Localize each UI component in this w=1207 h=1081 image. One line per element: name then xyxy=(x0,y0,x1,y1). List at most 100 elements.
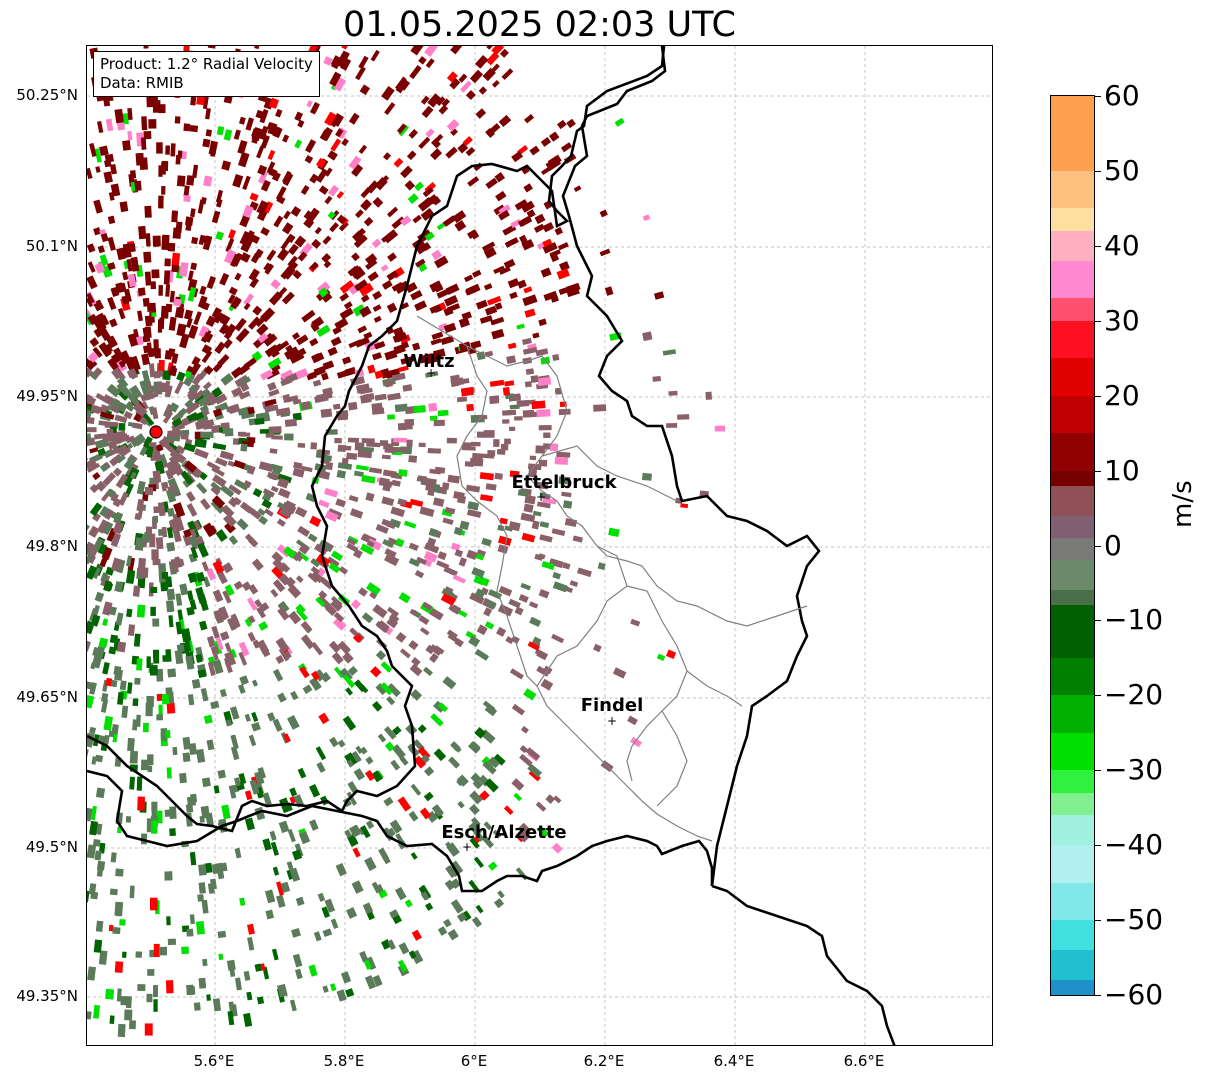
radar-echo-bin xyxy=(511,778,525,791)
radar-echo-bin xyxy=(523,183,533,193)
radar-echo-bin xyxy=(256,200,269,215)
radar-echo-bin xyxy=(347,265,360,276)
radar-echo-bin xyxy=(411,657,421,667)
radar-echo-bin xyxy=(506,355,516,364)
radar-echo-bin xyxy=(509,668,524,680)
radar-echo-bin xyxy=(185,804,194,813)
radar-echo-bin xyxy=(97,447,106,456)
radar-echo-bin xyxy=(385,325,395,335)
radar-map: +Wiltz+Ettelbruck+Findel+Esch/Alzette xyxy=(87,46,992,1045)
radar-echo-bin xyxy=(392,372,406,382)
radar-echo-bin xyxy=(238,684,246,694)
radar-echo-bin xyxy=(264,344,280,358)
radar-echo-bin xyxy=(527,463,542,471)
radar-echo-bin xyxy=(456,774,469,787)
radar-echo-bin xyxy=(215,529,228,542)
radar-echo-bin xyxy=(112,521,124,535)
radar-echo-bin xyxy=(364,769,376,782)
radar-echo-bin xyxy=(536,825,550,838)
radar-echo-bin xyxy=(172,746,178,756)
radar-echo-bin xyxy=(405,282,418,294)
radar-echo-bin xyxy=(228,484,242,496)
radar-echo-bin xyxy=(266,471,280,481)
radar-echo-bin xyxy=(121,705,129,719)
radar-echo-bin xyxy=(360,446,374,452)
radar-echo-bin xyxy=(243,971,251,981)
colorbar-segment xyxy=(1051,980,1094,995)
colorbar-segment xyxy=(1051,920,1094,952)
radar-echo-bin xyxy=(276,501,286,510)
radar-echo-bin xyxy=(228,286,238,296)
radar-echo-bin xyxy=(423,791,434,802)
place-marker: + xyxy=(462,840,472,854)
radar-echo-bin xyxy=(282,222,294,235)
radar-echo-bin xyxy=(333,77,346,92)
radar-echo-bin xyxy=(195,921,205,935)
radar-echo-bin xyxy=(178,429,190,436)
radar-echo-bin xyxy=(191,356,201,367)
radar-echo-bin xyxy=(420,754,430,764)
radar-echo-bin xyxy=(125,435,136,444)
radar-echo-bin xyxy=(300,620,313,634)
radar-echo-bin xyxy=(87,553,93,565)
radar-echo-bin xyxy=(290,690,299,701)
radar-echo-bin xyxy=(189,535,199,547)
radar-echo-bin xyxy=(259,429,270,434)
radar-echo-bin xyxy=(422,186,434,198)
radar-echo-bin xyxy=(127,107,133,120)
radar-echo-bin xyxy=(266,249,277,262)
radar-echo-bin xyxy=(489,395,500,405)
radar-echo-bin xyxy=(314,226,322,235)
map-plot-area[interactable]: + Wiltz + Ettelbruck + Findel + Esch/Alzette xyxy=(86,45,993,1046)
radar-echo-bin xyxy=(365,492,375,502)
radar-echo-bin xyxy=(341,46,350,50)
radar-echo-bin xyxy=(562,562,571,570)
radar-echo-bin xyxy=(479,790,490,801)
radar-echo-bin xyxy=(156,142,163,154)
radar-echo-bin xyxy=(307,572,319,583)
radar-echo-bin xyxy=(334,437,342,444)
radar-echo-bin xyxy=(215,637,224,651)
radar-echo-bin xyxy=(408,639,419,651)
radar-echo-bin xyxy=(540,267,552,278)
radar-echo-bin xyxy=(230,735,239,750)
radar-echo-bin xyxy=(408,810,419,822)
radar-echo-bin xyxy=(246,597,258,611)
radar-echo-bin xyxy=(346,759,355,768)
radar-echo-bin xyxy=(338,566,349,575)
radar-echo-bin xyxy=(207,661,216,677)
radar-echo-bin xyxy=(511,703,526,716)
radar-echo-bin xyxy=(324,604,338,617)
radar-echo-bin xyxy=(458,73,468,83)
colorbar-tick xyxy=(1095,620,1101,622)
radar-echo-bin xyxy=(479,472,494,481)
radar-echo-bin xyxy=(460,80,472,93)
radar-echo-bin xyxy=(289,787,298,797)
radar-echo-bin xyxy=(122,140,131,151)
radar-echo-bin xyxy=(92,537,104,553)
radar-echo-bin xyxy=(360,825,371,839)
radar-echo-bin xyxy=(248,268,260,282)
radar-echo-bin xyxy=(245,117,254,131)
radar-echo-bin xyxy=(395,538,405,547)
radar-echo-bin xyxy=(373,340,386,350)
radar-echo-bin xyxy=(198,325,210,339)
radar-echo-bin xyxy=(508,598,521,609)
radar-echo-bin xyxy=(395,887,407,901)
radar-echo-bin xyxy=(381,496,395,507)
radar-echo-bin xyxy=(200,688,209,702)
radar-echo-bin xyxy=(525,747,541,761)
radar-echo-bin xyxy=(460,387,474,397)
radar-echo-bin xyxy=(189,852,197,866)
radar-echo-bin xyxy=(450,542,461,552)
radar-echo-bin xyxy=(562,500,573,509)
radar-echo-bin xyxy=(475,108,486,119)
radar-echo-bin xyxy=(227,294,236,304)
radar-echo-bin xyxy=(234,479,249,491)
radar-echo-bin xyxy=(386,606,400,617)
radar-echo-bin xyxy=(518,594,529,603)
radar-echo-bin xyxy=(259,125,269,140)
radar-echo-bin xyxy=(330,138,342,152)
colorbar-tick-label: −30 xyxy=(1104,753,1164,787)
colorbar-segment xyxy=(1051,298,1094,322)
